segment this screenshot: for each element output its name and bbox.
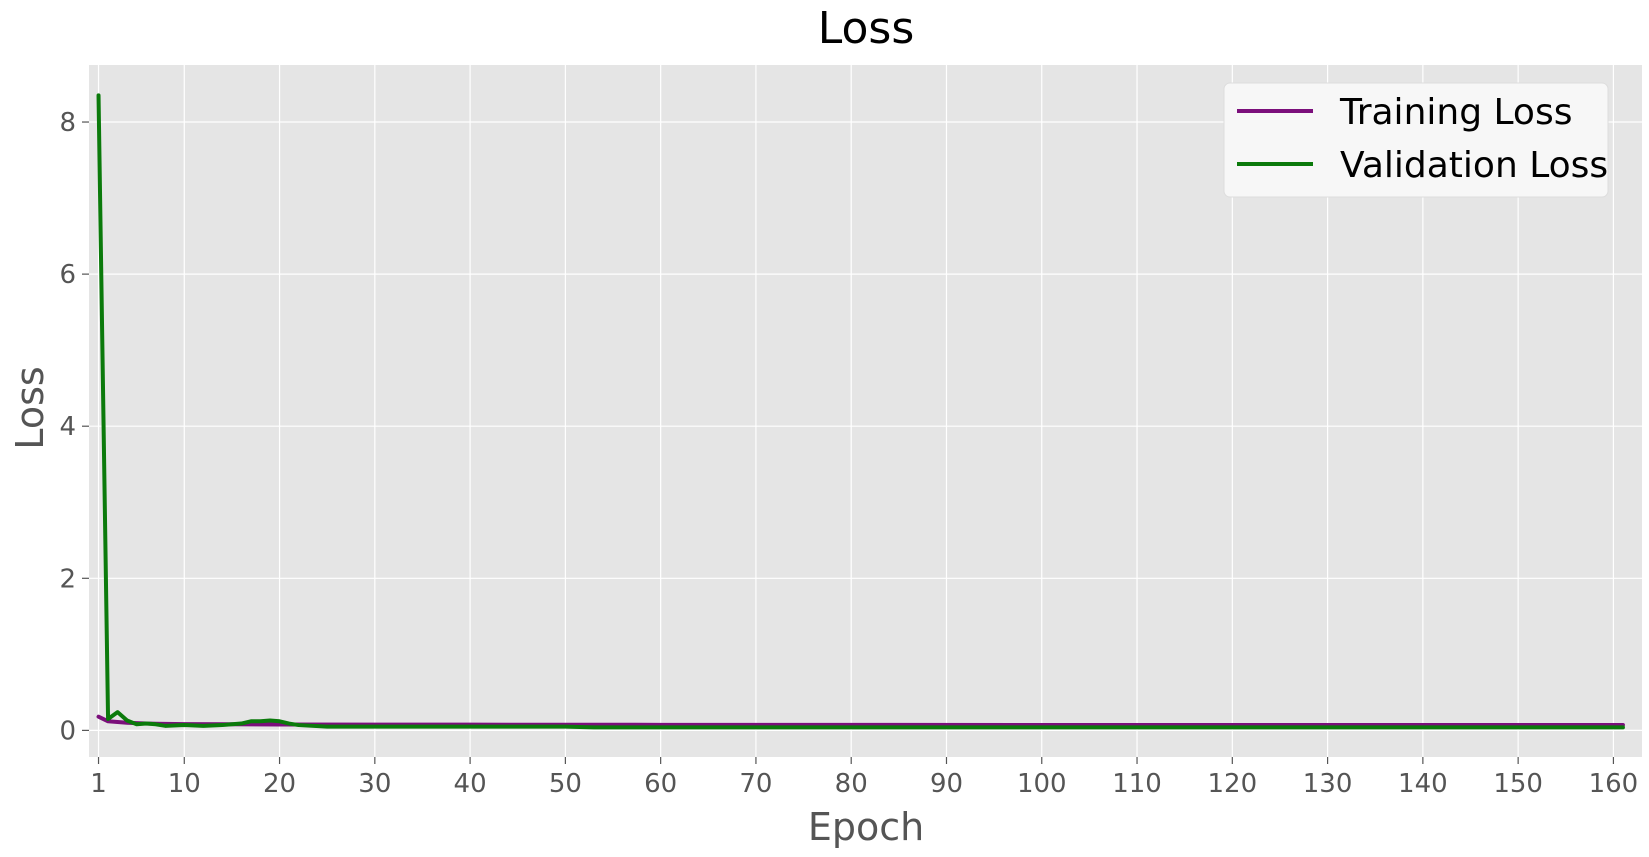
y-tick-label: 4 <box>59 412 76 442</box>
axis-ticks: 1 10 20 30 40 50 60 70 80 90 100 110 120 130 140 150 160… <box>59 108 1638 799</box>
series-line-validation-loss <box>96 93 1625 730</box>
x-tick-label: 10 <box>168 769 201 799</box>
x-tick-label: 150 <box>1493 769 1543 799</box>
x-tick-label: 30 <box>358 769 391 799</box>
x-tick-label: 130 <box>1303 769 1353 799</box>
x-tick-label: 20 <box>263 769 296 799</box>
x-tick-label: 100 <box>1017 769 1067 799</box>
grid-lines <box>89 65 1642 757</box>
series-lines <box>96 93 1625 730</box>
legend-box <box>1223 82 1609 198</box>
y-tick-label: 6 <box>59 260 76 290</box>
x-tick-label: 70 <box>739 769 772 799</box>
legend: Training Loss Validation Loss <box>1223 82 1609 198</box>
chart-title: Loss <box>818 3 915 54</box>
y-tick-label: 8 <box>59 108 76 138</box>
legend-label-training-loss: Training Loss <box>1339 92 1572 133</box>
x-tick-label: 110 <box>1112 769 1162 799</box>
legend-label-validation-loss: Validation Loss <box>1340 145 1608 186</box>
y-tick-label: 0 <box>59 716 76 746</box>
x-tick-label: 60 <box>644 769 677 799</box>
x-tick-label: 120 <box>1207 769 1257 799</box>
x-axis-label: Epoch <box>808 805 924 849</box>
x-tick-label: 90 <box>930 769 963 799</box>
y-tick-label: 2 <box>59 564 76 594</box>
x-tick-label: 50 <box>549 769 582 799</box>
x-tick-label: 140 <box>1398 769 1448 799</box>
x-tick-label: 1 <box>90 769 107 799</box>
x-tick-label: 80 <box>835 769 868 799</box>
y-axis-label: Loss <box>8 366 52 449</box>
x-tick-label: 160 <box>1589 769 1639 799</box>
x-tick-label: 40 <box>454 769 487 799</box>
